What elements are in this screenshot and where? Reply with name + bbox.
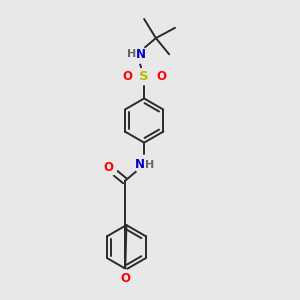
Circle shape xyxy=(117,270,133,286)
Circle shape xyxy=(100,159,117,176)
Text: H: H xyxy=(127,49,136,59)
Circle shape xyxy=(135,155,154,174)
Circle shape xyxy=(136,68,152,85)
Text: N: N xyxy=(136,48,146,61)
Text: O: O xyxy=(104,161,114,174)
Circle shape xyxy=(119,68,135,85)
Text: O: O xyxy=(120,272,130,285)
Circle shape xyxy=(153,68,169,85)
Text: S: S xyxy=(139,70,149,83)
Text: O: O xyxy=(156,70,166,83)
Text: O: O xyxy=(122,70,132,83)
Text: N: N xyxy=(135,158,145,171)
Circle shape xyxy=(127,45,146,64)
Text: H: H xyxy=(145,160,154,170)
